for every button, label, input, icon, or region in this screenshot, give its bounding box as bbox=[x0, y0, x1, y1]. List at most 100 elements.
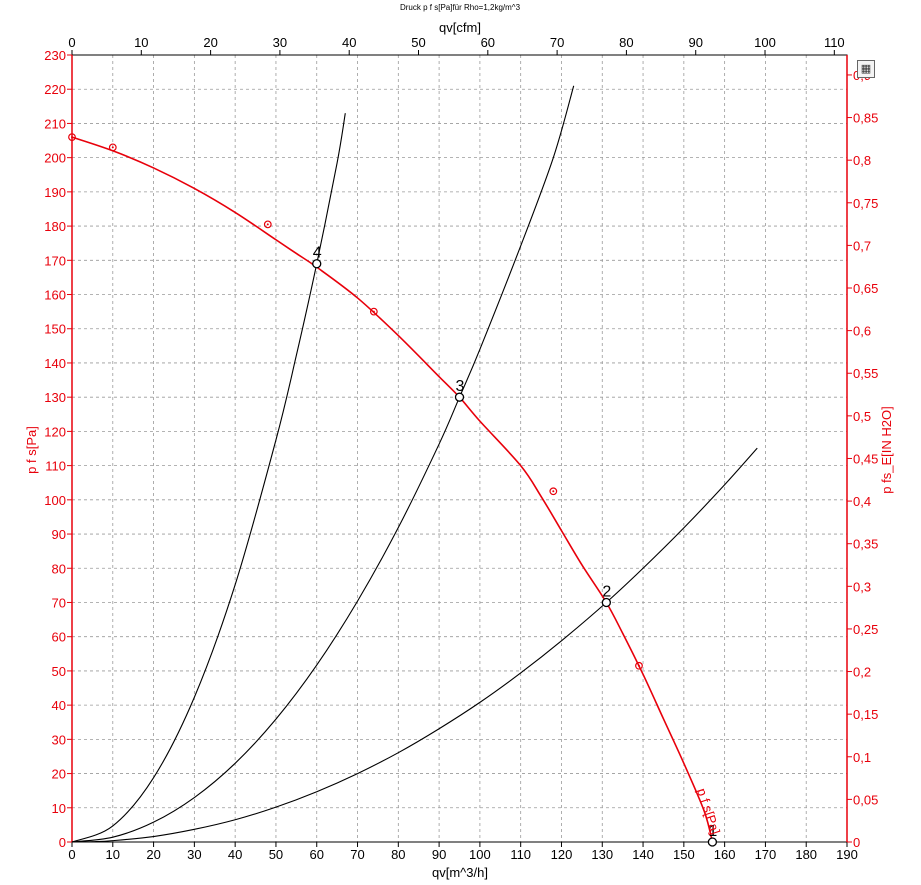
left-y-tick-label: 190 bbox=[44, 185, 66, 200]
bottom-x-tick-label: 170 bbox=[755, 847, 777, 862]
right-y-tick-label: 0,05 bbox=[853, 792, 878, 807]
right-y-tick-label: 0,25 bbox=[853, 622, 878, 637]
bottom-x-tick-label: 20 bbox=[146, 847, 160, 862]
top-x-tick-label: 30 bbox=[273, 35, 287, 50]
right-y-tick-label: 0,55 bbox=[853, 366, 878, 381]
top-x-tick-label: 90 bbox=[688, 35, 702, 50]
left-y-tick-label: 160 bbox=[44, 288, 66, 303]
operating-point-label: 1 bbox=[708, 823, 717, 840]
bottom-x-tick-label: 90 bbox=[432, 847, 446, 862]
bottom-x-tick-label: 40 bbox=[228, 847, 242, 862]
operating-point-label: 3 bbox=[456, 378, 465, 395]
left-y-tick-label: 30 bbox=[52, 732, 66, 747]
measured-point-dot bbox=[111, 146, 114, 149]
right-y-tick-label: 0,15 bbox=[853, 707, 878, 722]
measured-point-dot bbox=[71, 136, 73, 139]
right-y-tick-label: 0,5 bbox=[853, 409, 871, 424]
bottom-x-axis-label: qv[m^3/h] bbox=[432, 865, 488, 880]
system-curve-line bbox=[71, 113, 346, 843]
left-y-tick-label: 150 bbox=[44, 322, 66, 337]
left-y-tick-label: 230 bbox=[44, 48, 66, 63]
left-y-tick-label: 0 bbox=[59, 835, 66, 850]
measured-point-dot bbox=[372, 310, 375, 313]
measured-point bbox=[369, 307, 378, 316]
top-x-tick-label: 0 bbox=[68, 35, 75, 50]
bottom-x-tick-label: 190 bbox=[836, 847, 858, 862]
right-y-tick-label: 0,65 bbox=[853, 281, 878, 296]
top-x-tick-label: 60 bbox=[481, 35, 495, 50]
left-y-tick-label: 170 bbox=[44, 253, 66, 268]
right-y-tick-label: 0,85 bbox=[853, 111, 878, 126]
left-y-tick-label: 70 bbox=[52, 595, 66, 610]
top-x-tick-label: 50 bbox=[411, 35, 425, 50]
bottom-x-tick-label: 180 bbox=[795, 847, 817, 862]
operating-point-label: 2 bbox=[602, 583, 611, 600]
left-y-tick-label: 220 bbox=[44, 82, 66, 97]
top-x-tick-label: 70 bbox=[550, 35, 564, 50]
top-x-tick-label: 110 bbox=[824, 35, 845, 50]
measured-point bbox=[108, 143, 117, 152]
operating-point-marker bbox=[454, 392, 465, 402]
left-y-tick-label: 10 bbox=[52, 801, 66, 816]
chart-title: Druck p f s[Pa]für Rho=1,2kg/m^3 bbox=[400, 3, 521, 12]
right-y-tick-label: 0,7 bbox=[853, 238, 871, 253]
right-y-tick-label: 0,2 bbox=[853, 665, 871, 680]
right-y-tick-label: 0,1 bbox=[853, 750, 871, 765]
left-y-tick-label: 110 bbox=[45, 459, 66, 474]
bottom-x-tick-label: 120 bbox=[551, 847, 573, 862]
bottom-x-tick-label: 30 bbox=[187, 847, 201, 862]
bottom-x-tick-label: 130 bbox=[591, 847, 613, 862]
operating-point-marker bbox=[601, 597, 611, 608]
left-y-tick-label: 90 bbox=[52, 527, 66, 542]
left-y-tick-label: 50 bbox=[52, 664, 66, 679]
bottom-x-tick-label: 0 bbox=[68, 847, 75, 862]
bottom-x-tick-label: 10 bbox=[106, 847, 120, 862]
right-y-tick-label: 0,4 bbox=[853, 494, 871, 509]
right-y-tick-label: 0,6 bbox=[853, 324, 871, 339]
right-y-tick-label: 0,35 bbox=[853, 537, 878, 552]
right-y-tick-label: 0,75 bbox=[853, 196, 878, 211]
left-y-tick-label: 40 bbox=[52, 698, 66, 713]
measured-point-dot bbox=[552, 490, 555, 493]
right-y-tick-label: 0 bbox=[853, 835, 860, 850]
left-y-tick-label: 180 bbox=[44, 219, 66, 234]
left-y-tick-label: 120 bbox=[44, 424, 66, 439]
operating-point-marker bbox=[707, 837, 718, 847]
bottom-x-tick-label: 80 bbox=[391, 847, 405, 862]
operating-point-marker bbox=[312, 259, 322, 269]
bottom-x-tick-label: 110 bbox=[510, 847, 531, 862]
fan-curve-label: p f s[Pa] bbox=[694, 786, 723, 836]
bottom-x-tick-label: 150 bbox=[673, 847, 695, 862]
right-y-tick-label: 0,3 bbox=[853, 579, 871, 594]
left-y-tick-label: 20 bbox=[52, 767, 66, 782]
system-curve-line bbox=[71, 85, 575, 843]
left-y-tick-label: 80 bbox=[52, 561, 66, 576]
measured-point bbox=[68, 133, 76, 142]
measured-point-dot bbox=[637, 664, 640, 667]
top-x-tick-label: 40 bbox=[342, 35, 356, 50]
top-x-tick-label: 100 bbox=[754, 35, 776, 50]
bottom-x-tick-label: 50 bbox=[269, 847, 283, 862]
measured-point-dot bbox=[266, 223, 269, 226]
fan-curve-line bbox=[71, 136, 714, 843]
bottom-x-tick-label: 140 bbox=[632, 847, 654, 862]
bottom-x-tick-label: 60 bbox=[310, 847, 324, 862]
left-y-tick-label: 210 bbox=[44, 116, 66, 131]
plot-frame bbox=[71, 54, 848, 843]
left-y-axis-label: p f s[Pa] bbox=[24, 426, 39, 474]
left-y-tick-label: 140 bbox=[44, 356, 66, 371]
measured-point bbox=[635, 661, 643, 670]
bottom-x-tick-label: 160 bbox=[714, 847, 736, 862]
bottom-x-tick-label: 70 bbox=[350, 847, 364, 862]
right-y-tick-label: 0,45 bbox=[853, 451, 878, 466]
left-y-tick-label: 60 bbox=[52, 630, 66, 645]
grid-view-icon[interactable]: ▦ bbox=[857, 60, 875, 78]
left-y-tick-label: 130 bbox=[44, 390, 66, 405]
top-x-tick-label: 10 bbox=[134, 35, 148, 50]
left-y-tick-label: 100 bbox=[44, 493, 66, 508]
measured-point bbox=[263, 220, 272, 229]
operating-point-label: 4 bbox=[313, 245, 322, 262]
top-x-tick-label: 80 bbox=[619, 35, 633, 50]
right-y-tick-label: 0,8 bbox=[853, 153, 871, 168]
